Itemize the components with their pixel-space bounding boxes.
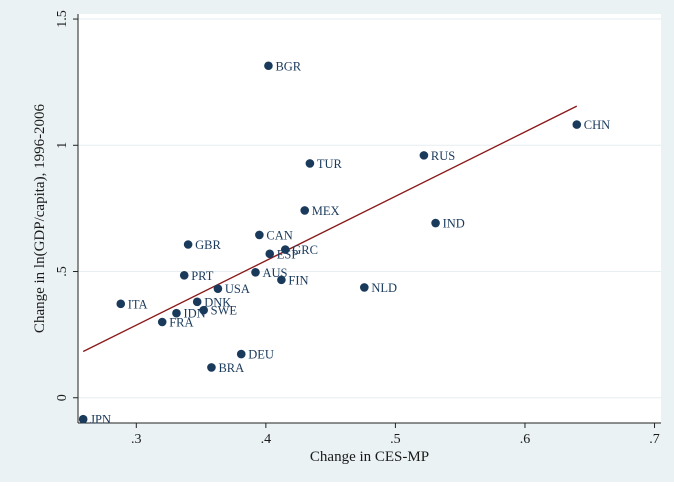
point-label: ITA: [128, 297, 148, 311]
point-marker: [360, 283, 369, 292]
point-marker: [300, 206, 310, 215]
point-label: SWE: [211, 304, 238, 318]
point-label: USA: [225, 282, 250, 296]
point-marker: [192, 297, 202, 307]
point-marker: [280, 245, 290, 254]
fit-line-layer: [82, 105, 578, 353]
point-label: RUS: [431, 149, 455, 163]
data-point-prt: PRT: [179, 269, 214, 283]
point-label: FRA: [169, 316, 193, 330]
point-label: BGR: [275, 59, 301, 73]
data-point-chn: CHN: [572, 118, 610, 132]
y-tick-label: 1: [55, 142, 70, 149]
grid-layer: [78, 18, 661, 399]
point-marker: [179, 271, 189, 280]
y-tick-label: .5: [55, 266, 70, 277]
point-label: BRA: [218, 361, 244, 375]
point-marker: [157, 317, 167, 327]
data-point-fra: FRA: [157, 316, 194, 330]
point-label: GRC: [292, 243, 318, 257]
point-marker: [431, 218, 440, 228]
data-point-can: CAN: [255, 228, 293, 242]
point-marker: [255, 230, 264, 240]
data-point-usa: USA: [213, 282, 250, 296]
point-label: PRT: [191, 269, 214, 283]
y-tick-label: 0: [55, 394, 70, 401]
points-layer: JPNITAFRAIDNPRTGBRDNKSWEBRAUSADEUAUSCANB…: [78, 59, 610, 427]
point-marker: [172, 308, 181, 318]
point-label: FIN: [288, 273, 308, 287]
axis-layer: 0 .5 1 1.5 .3 .4 .5 .6 .7: [55, 10, 661, 447]
point-label: GBR: [195, 238, 221, 252]
point-label: CHN: [584, 118, 610, 132]
point-label: MEX: [312, 204, 340, 218]
data-point-nld: NLD: [360, 281, 397, 295]
data-point-ind: IND: [431, 217, 465, 231]
data-point-bgr: BGR: [264, 59, 302, 73]
data-point-deu: DEU: [236, 348, 274, 362]
data-point-tur: TUR: [305, 157, 343, 171]
x-tick-label: .6: [520, 432, 531, 447]
point-label: NLD: [371, 281, 397, 295]
point-marker: [199, 305, 208, 315]
point-marker: [251, 267, 260, 277]
point-marker: [116, 299, 126, 309]
fitted-line: [82, 105, 578, 353]
y-axis-title: Change in ln(GDP/capita), 1996-2006: [32, 103, 48, 333]
point-label: DEU: [248, 348, 274, 362]
x-tick-label: .4: [261, 432, 272, 447]
point-marker: [305, 159, 315, 168]
point-marker: [264, 61, 273, 71]
point-label: TUR: [317, 157, 343, 171]
data-point-dnk: DNK: [192, 295, 231, 309]
point-marker: [213, 284, 223, 293]
data-point-swe: SWE: [199, 304, 237, 318]
x-tick-label: .3: [131, 432, 142, 447]
data-point-mex: MEX: [300, 204, 340, 218]
point-marker: [419, 151, 429, 160]
data-point-fin: FIN: [277, 273, 309, 287]
point-label: JPN: [90, 413, 111, 427]
point-label: DNK: [204, 295, 231, 309]
point-marker: [78, 414, 88, 424]
point-label: CAN: [266, 228, 292, 242]
point-marker: [265, 249, 275, 259]
point-marker: [236, 349, 246, 359]
point-marker: [277, 275, 286, 285]
point-marker: [572, 120, 582, 129]
data-point-gbr: GBR: [183, 238, 221, 252]
data-point-rus: RUS: [419, 149, 455, 163]
data-point-bra: BRA: [207, 361, 244, 375]
plot-area: [78, 14, 661, 423]
data-point-jpn: JPN: [78, 413, 111, 427]
data-point-ita: ITA: [116, 297, 148, 311]
x-axis-title: Change in CES-MP: [310, 449, 429, 465]
x-tick-label: .5: [390, 432, 401, 447]
point-label: IND: [443, 217, 465, 231]
point-marker: [183, 240, 193, 249]
data-point-grc: GRC: [280, 243, 318, 257]
x-tick-label: .7: [649, 432, 660, 447]
y-tick-label: 1.5: [55, 10, 70, 28]
point-marker: [207, 363, 216, 372]
